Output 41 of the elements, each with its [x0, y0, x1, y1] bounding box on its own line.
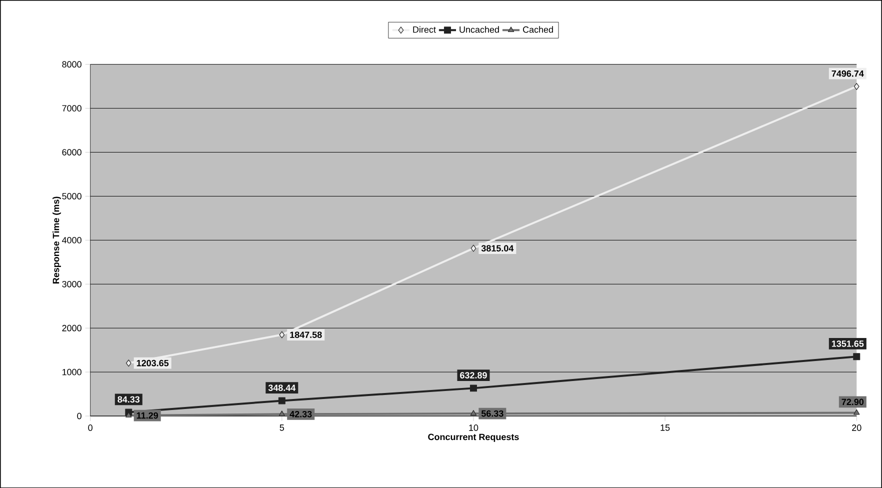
data-label: 42.33 — [290, 410, 312, 418]
legend-label: Uncached — [460, 26, 499, 33]
point — [853, 352, 860, 360]
legend-label: Cached — [522, 26, 553, 33]
point — [854, 82, 860, 90]
point — [126, 359, 132, 366]
point — [470, 410, 477, 416]
x-tick-label: 15 — [660, 424, 670, 431]
y-tick-label: 7000 — [62, 104, 82, 112]
y-tick-label: 2000 — [62, 324, 82, 332]
point — [470, 244, 476, 252]
x-tick-label: 5 — [280, 424, 284, 431]
data-label: 56.33 — [481, 410, 504, 417]
x-tick-label: 10 — [469, 424, 478, 431]
data-label: 72.90 — [842, 398, 864, 405]
data-label: 1203.65 — [136, 360, 169, 366]
data-label: 632.89 — [460, 372, 487, 378]
point — [278, 410, 285, 416]
data-label: 84.33 — [118, 396, 140, 402]
point — [854, 409, 860, 415]
point — [470, 384, 477, 392]
y-tick-label: 1000 — [62, 368, 82, 376]
point — [279, 331, 285, 338]
data-label: 11.29 — [136, 412, 158, 419]
x-tick-label: 0 — [88, 424, 92, 431]
y-tick-label: 0 — [77, 412, 82, 420]
y-axis-title: Response Time (ms) — [52, 196, 61, 284]
data-label: 348.44 — [268, 384, 296, 391]
y-tick-label: 4000 — [62, 236, 82, 244]
data-label: 7496.74 — [832, 70, 864, 77]
y-tick-label: 3000 — [62, 280, 82, 288]
x-tick-label: 20 — [852, 424, 862, 431]
x-axis-title: Concurrent Requests — [428, 434, 519, 442]
y-tick-label: 6000 — [62, 148, 82, 156]
data-label: 1351.65 — [832, 340, 864, 347]
y-tick-label: 5000 — [62, 192, 82, 200]
y-tick-label: 8000 — [62, 60, 82, 68]
data-label: 1847.58 — [290, 331, 322, 338]
legend-label: Direct — [413, 26, 436, 33]
point — [278, 397, 286, 404]
data-label: 3815.04 — [481, 244, 514, 252]
